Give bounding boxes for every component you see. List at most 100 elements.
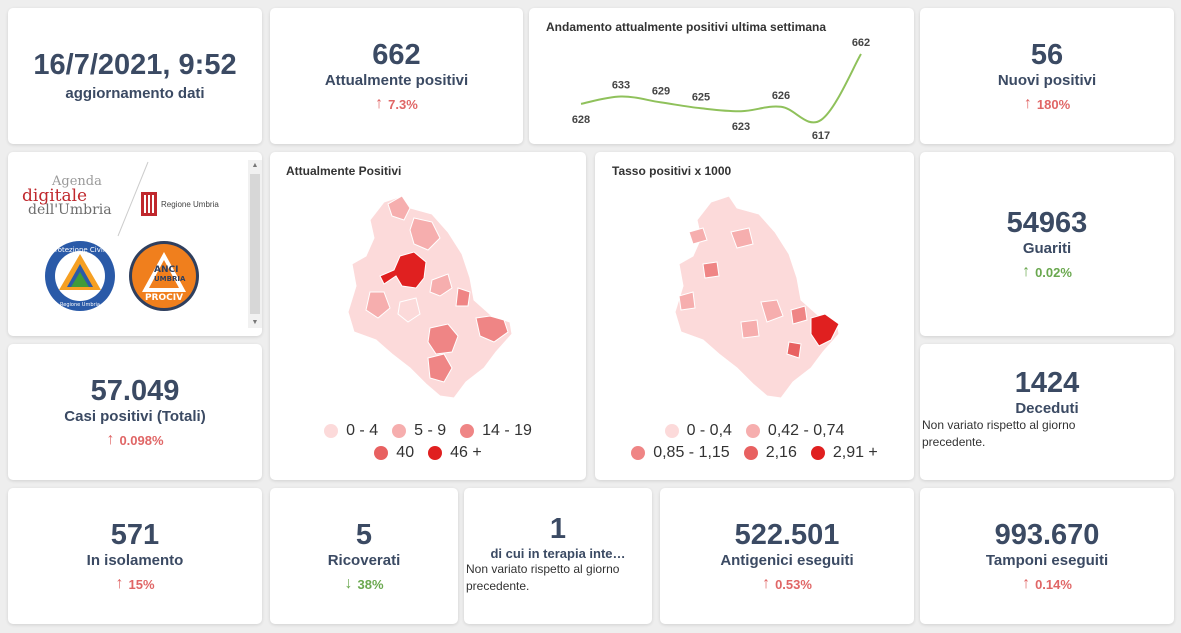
ricoverati-card: 5 Ricoverati ↓ 38% bbox=[270, 488, 458, 624]
nuovi-positivi-value: 56 bbox=[1030, 38, 1064, 71]
attualmente-positivi-value: 662 bbox=[372, 38, 421, 71]
legend-dot bbox=[428, 446, 443, 460]
trend-data-label: 625 bbox=[692, 91, 710, 103]
legend-item: 0 - 4 bbox=[324, 422, 378, 440]
scroll-thumb[interactable] bbox=[250, 174, 260, 314]
map-positivi-title: Attualmente Positivi bbox=[286, 164, 402, 178]
deceduti-card: 1424 Deceduti Non variato rispetto al gi… bbox=[920, 344, 1174, 480]
legend-dot bbox=[664, 424, 679, 438]
trend-data-label: 623 bbox=[732, 121, 750, 133]
trend-data-label: 628 bbox=[572, 114, 590, 126]
arrow-up-icon: ↑ bbox=[762, 575, 771, 593]
antigenici-label: Antigenici eseguiti bbox=[720, 552, 854, 570]
svg-text:ANCI: ANCI bbox=[154, 265, 178, 275]
trend-chart-card: Andamento attualmente positivi ultima se… bbox=[529, 8, 914, 144]
terapia-note: Non variato rispetto al giorno precedent… bbox=[466, 562, 620, 594]
attualmente-positivi-card: 662 Attualmente positivi ↑ 7.3% bbox=[270, 8, 523, 144]
isolamento-value: 571 bbox=[110, 518, 160, 551]
logos-scrollbar[interactable]: ▲ ▼ bbox=[248, 160, 262, 328]
legend-dot bbox=[392, 424, 407, 438]
delta-value: 0.14% bbox=[1035, 576, 1072, 592]
arrow-up-icon: ↑ bbox=[106, 431, 115, 449]
trend-line-chart: 628 633 629 625 623 626 617 662 bbox=[572, 37, 870, 142]
delta-value: 0.02% bbox=[1035, 264, 1072, 280]
trend-chart-title: Andamento attualmente positivi ultima se… bbox=[546, 20, 827, 34]
legend-dot bbox=[631, 446, 646, 460]
scroll-up-icon[interactable]: ▲ bbox=[251, 162, 259, 169]
ricoverati-value: 5 bbox=[355, 518, 373, 551]
nuovi-positivi-card: 56 Nuovi positivi ↑ 180% bbox=[920, 8, 1174, 144]
casi-totali-delta: ↑ 0.098% bbox=[106, 432, 163, 448]
delta-value: 180% bbox=[1036, 96, 1071, 112]
legend-item: 40 bbox=[374, 444, 414, 462]
terapia-value: 1 bbox=[549, 513, 567, 545]
deceduti-label: Deceduti bbox=[1015, 400, 1079, 418]
attualmente-positivi-label: Attualmente positivi bbox=[324, 72, 469, 90]
trend-data-label: 633 bbox=[612, 80, 630, 92]
map-tasso-legend: 0 - 0,4 0,42 - 0,74 0,85 - 1,15 2,16 2,9… bbox=[595, 422, 914, 462]
update-datetime: 16/7/2021, 9:52 bbox=[33, 49, 237, 82]
isolamento-label: In isolamento bbox=[86, 552, 184, 570]
legend-item: 0 - 0,4 bbox=[664, 422, 732, 440]
divider-slash bbox=[117, 161, 149, 237]
legend-item: 46 + bbox=[428, 444, 482, 462]
isolamento-card: 571 In isolamento ↑ 15% bbox=[8, 488, 262, 624]
legend-item: 0,42 - 0,74 bbox=[745, 422, 844, 440]
trend-data-label: 626 bbox=[772, 90, 790, 102]
map-tasso-title: Tasso positivi x 1000 bbox=[612, 164, 732, 178]
svg-text:Protezione Civile: Protezione Civile bbox=[51, 246, 109, 254]
umbria-map-tasso[interactable] bbox=[671, 192, 851, 404]
legend-item: 5 - 9 bbox=[392, 422, 446, 440]
attualmente-positivi-delta: ↑ 7.3% bbox=[375, 96, 418, 112]
svg-text:Regione Umbria: Regione Umbria bbox=[60, 302, 100, 308]
legend-dot bbox=[810, 446, 825, 460]
map-positivi-legend: 0 - 4 5 - 9 14 - 19 40 46 + bbox=[270, 422, 586, 462]
svg-text:UMBRIA: UMBRIA bbox=[154, 275, 186, 283]
arrow-up-icon: ↑ bbox=[1022, 575, 1031, 593]
arrow-up-icon: ↑ bbox=[375, 95, 384, 113]
delta-value: 0.53% bbox=[775, 576, 812, 592]
legend-item: 0,85 - 1,15 bbox=[631, 444, 730, 462]
guariti-card: 54963 Guariti ↑ 0.02% bbox=[920, 152, 1174, 336]
tamponi-value: 993.670 bbox=[994, 518, 1100, 551]
guariti-delta: ↑ 0.02% bbox=[1022, 264, 1072, 280]
scroll-down-icon[interactable]: ▼ bbox=[251, 319, 259, 326]
regione-umbria-logo: Regione Umbria bbox=[141, 192, 219, 216]
trend-data-label: 662 bbox=[852, 37, 870, 49]
map-tasso-card: Tasso positivi x 1000 0 - 0,4 0,42 - 0,7… bbox=[595, 152, 914, 480]
delta-value: 38% bbox=[357, 576, 384, 592]
casi-totali-value: 57.049 bbox=[90, 374, 180, 407]
tamponi-delta: ↑ 0.14% bbox=[1022, 576, 1072, 592]
terapia-label: di cui in terapia inte… bbox=[490, 546, 626, 562]
legend-item: 14 - 19 bbox=[460, 422, 532, 440]
guariti-value: 54963 bbox=[1006, 206, 1088, 239]
arrow-up-icon: ↑ bbox=[1023, 95, 1032, 113]
antigenici-delta: ↑ 0.53% bbox=[762, 576, 812, 592]
delta-value: 0.098% bbox=[119, 432, 164, 448]
legend-item: 2,91 + bbox=[810, 444, 878, 462]
svg-text:PROCIV: PROCIV bbox=[145, 293, 183, 303]
delta-value: 7.3% bbox=[388, 96, 418, 112]
casi-totali-label: Casi positivi (Totali) bbox=[64, 408, 206, 426]
antigenici-card: 522.501 Antigenici eseguiti ↑ 0.53% bbox=[660, 488, 914, 624]
map-positivi-card: Attualmente Positivi 0 - 4 5 - 9 14 - 19… bbox=[270, 152, 586, 480]
umbria-map-positivi[interactable] bbox=[344, 192, 524, 404]
protezione-civile-logo: Protezione Civile Regione Umbria bbox=[45, 241, 115, 311]
legend-dot bbox=[743, 446, 758, 460]
legend-dot bbox=[460, 424, 475, 438]
arrow-down-icon: ↓ bbox=[344, 575, 353, 593]
isolamento-delta: ↑ 15% bbox=[115, 576, 154, 592]
legend-dot bbox=[374, 446, 389, 460]
casi-totali-card: 57.049 Casi positivi (Totali) ↑ 0.098% bbox=[8, 344, 262, 480]
tamponi-card: 993.670 Tamponi eseguiti ↑ 0.14% bbox=[920, 488, 1174, 624]
arrow-up-icon: ↑ bbox=[115, 575, 124, 593]
update-card: 16/7/2021, 9:52 aggiornamento dati bbox=[8, 8, 262, 144]
legend-dot bbox=[745, 424, 760, 438]
regione-umbria-emblem-icon bbox=[141, 192, 157, 216]
guariti-label: Guariti bbox=[1022, 240, 1072, 258]
deceduti-value: 1424 bbox=[1014, 367, 1080, 399]
antigenici-value: 522.501 bbox=[734, 518, 840, 551]
ricoverati-delta: ↓ 38% bbox=[344, 576, 383, 592]
deceduti-note: Non variato rispetto al giorno precedent… bbox=[922, 418, 1076, 450]
trend-data-label: 617 bbox=[812, 130, 830, 142]
